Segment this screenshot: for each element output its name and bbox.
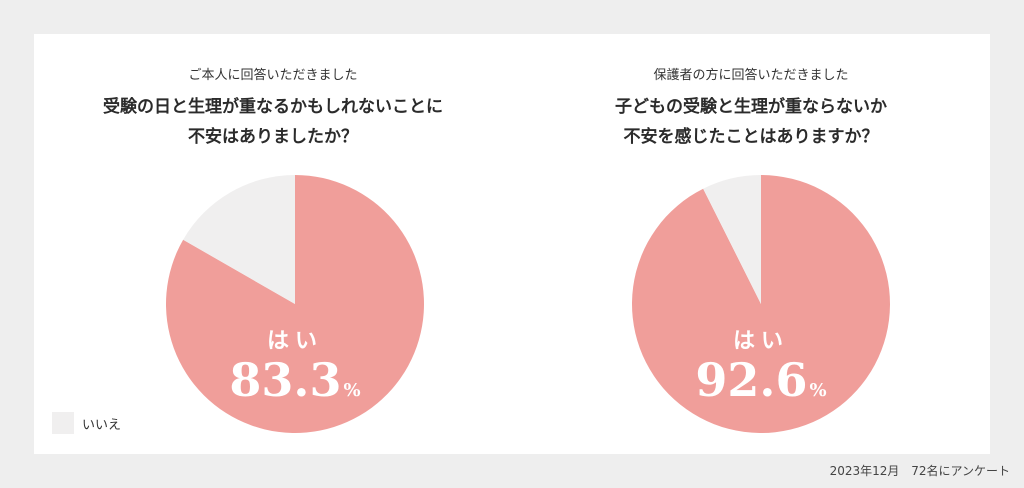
legend: いいえ: [52, 412, 121, 434]
survey-date: 2023年12月: [829, 464, 900, 478]
chart-panel-self: ご本人に回答いただきました 受験の日と生理が重なるかもしれないことに 不安はあり…: [34, 34, 512, 454]
chart-title-line: 受験の日と生理が重なるかもしれないことに: [103, 97, 443, 117]
legend-label-no: いいえ: [82, 417, 122, 433]
chart-card: ご本人に回答いただきました 受験の日と生理が重なるかもしれないことに 不安はあり…: [34, 34, 990, 454]
chart-subtitle: ご本人に回答いただきました: [188, 68, 358, 83]
survey-note: 2023年12月 72名にアンケート: [830, 462, 1010, 479]
survey-count: 72名にアンケート: [911, 464, 1010, 478]
chart-title-line: 不安を感じたことはありますか？: [623, 127, 879, 147]
chart-title-line: 子どもの受験と生理が重ならないか: [615, 97, 887, 117]
pie-slice-label: はい: [733, 329, 789, 354]
chart-title-line: 不安はありましたか？: [188, 127, 358, 147]
chart-panel-guardian: 保護者の方に回答いただきました 子どもの受験と生理が重ならないか 不安を感じたこ…: [512, 34, 990, 454]
pie-slice-no: [183, 175, 295, 304]
pie-value-label: 92.6%: [695, 353, 826, 407]
chart-title: 受験の日と生理が重なるかもしれないことに 不安はありましたか？: [34, 92, 512, 152]
chart-subtitle: 保護者の方に回答いただきました: [653, 68, 849, 83]
pie-slice-label: はい: [267, 329, 323, 354]
pie-slice-no: [703, 175, 761, 304]
legend-swatch-no: [52, 412, 74, 434]
chart-title: 子どもの受験と生理が重ならないか 不安を感じたことはありますか？: [512, 92, 990, 152]
pie-value-label: 83.3%: [229, 353, 360, 407]
